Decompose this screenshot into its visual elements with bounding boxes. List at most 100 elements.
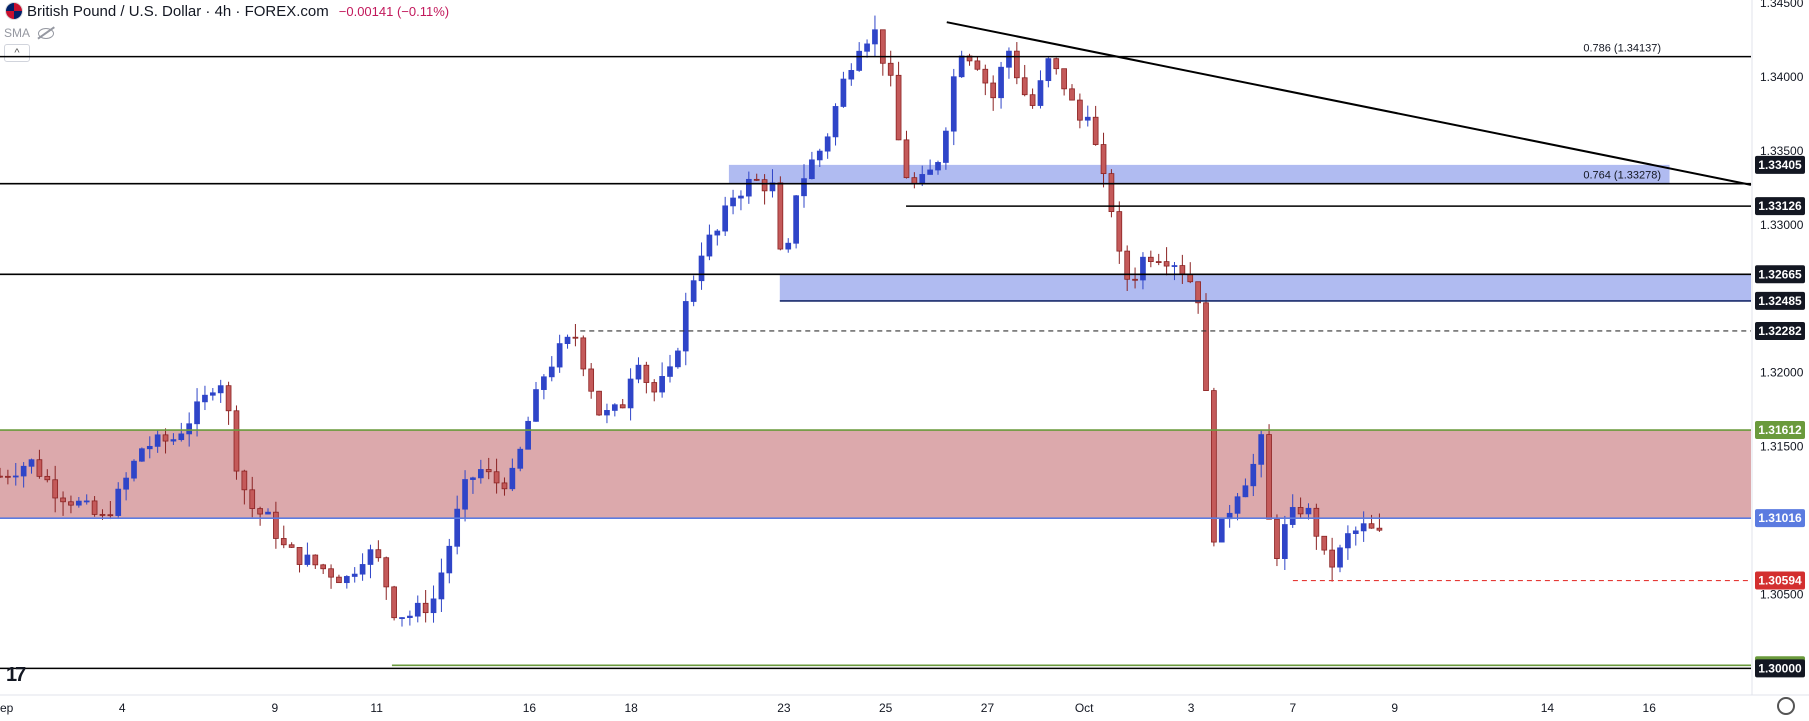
candle-body <box>312 554 319 566</box>
candle-body <box>1132 278 1138 281</box>
price-tag <box>1755 291 1805 310</box>
candle-body <box>399 617 405 619</box>
candle <box>580 335 587 377</box>
candle-body <box>604 410 610 416</box>
candle <box>1203 293 1209 391</box>
price-tick-label: 1.32000 <box>1760 366 1804 380</box>
candle-body <box>36 459 43 477</box>
candle-body <box>541 376 547 390</box>
candle-body <box>1124 250 1131 280</box>
candle-body <box>107 514 114 517</box>
candle-body <box>1100 144 1107 175</box>
candle <box>225 381 232 425</box>
price-tag-label: 1.33405 <box>1758 158 1802 172</box>
candle-body <box>1092 116 1099 145</box>
candle-body <box>509 467 516 490</box>
candle <box>1321 535 1328 555</box>
candle <box>635 357 642 384</box>
candle <box>241 469 248 505</box>
collapse-legend-button[interactable]: ^ <box>4 44 30 62</box>
candle <box>793 194 799 249</box>
candle-body <box>288 544 295 548</box>
candle-body <box>28 459 35 467</box>
candle <box>588 363 595 399</box>
chart-settings-icon[interactable] <box>1777 697 1795 715</box>
candle <box>154 430 161 453</box>
price-tag-label: 1.33126 <box>1758 199 1802 213</box>
candle <box>903 130 910 179</box>
candle-body <box>1116 211 1123 252</box>
price-tag <box>1755 197 1805 216</box>
price-tick-label: 1.31500 <box>1760 440 1804 454</box>
candle-body <box>209 392 216 396</box>
candle-body <box>1345 533 1351 549</box>
candle <box>675 347 681 369</box>
candle-body <box>462 479 468 510</box>
time-tick-label: 18 <box>624 701 638 715</box>
candle <box>777 176 784 251</box>
candle-body <box>1021 77 1028 96</box>
candle-body <box>1258 434 1265 465</box>
indicator-label[interactable]: SMA <box>4 26 31 40</box>
symbol-title[interactable]: British Pound / U.S. Dollar · 4h · FOREX… <box>27 2 329 20</box>
candle-body <box>123 477 129 490</box>
candle <box>541 374 547 400</box>
candle-body <box>785 242 792 250</box>
candle-body <box>146 445 153 450</box>
candle <box>1274 514 1280 567</box>
trendline <box>946 21 1752 186</box>
candle <box>548 356 555 382</box>
candle-body <box>895 74 902 141</box>
candle-body <box>714 230 721 236</box>
candle-body <box>675 350 681 368</box>
candle-body <box>265 511 271 515</box>
candle-body <box>611 404 618 411</box>
candle <box>943 127 949 170</box>
resistance-zone <box>779 274 1751 301</box>
candle <box>1140 252 1146 290</box>
candle <box>336 574 342 584</box>
candle-body <box>690 280 697 302</box>
candle-body <box>864 43 870 52</box>
price-tag-label: 1.31016 <box>1758 511 1802 525</box>
candle <box>343 575 350 589</box>
candle-body <box>588 368 595 392</box>
candle-body <box>233 410 240 472</box>
candle-body <box>75 500 82 506</box>
candle-body <box>879 29 886 64</box>
candle-body <box>1329 549 1335 568</box>
candle <box>698 242 705 290</box>
candle-body <box>178 433 185 441</box>
candle <box>730 189 736 215</box>
candle <box>1116 201 1123 264</box>
candle-body <box>927 169 933 175</box>
candle <box>659 362 665 398</box>
candle-body <box>777 182 784 250</box>
candle <box>950 68 957 146</box>
candle-body <box>493 471 500 484</box>
candle-body <box>186 423 193 435</box>
candle <box>438 558 445 613</box>
candle-body <box>391 586 397 619</box>
candle-body <box>1337 547 1343 568</box>
time-tick-label: 27 <box>981 701 995 715</box>
eye-hidden-icon[interactable] <box>38 27 55 39</box>
candle-body <box>1266 434 1272 520</box>
candle-body <box>556 343 563 368</box>
candle-body <box>887 62 894 76</box>
candle-body <box>249 489 256 509</box>
candle <box>115 482 122 520</box>
candle <box>477 459 484 484</box>
candle-body <box>407 615 413 618</box>
candle-body <box>336 576 342 584</box>
candle-body <box>1242 485 1249 498</box>
candle-body <box>91 500 98 515</box>
time-tick-label: 9 <box>272 701 279 715</box>
level-label: 0.764 (1.33278) <box>1583 170 1661 182</box>
candle <box>454 495 461 555</box>
candle <box>690 275 697 307</box>
candle <box>1037 70 1044 109</box>
candle-body <box>257 508 263 515</box>
candle-body <box>722 205 729 232</box>
